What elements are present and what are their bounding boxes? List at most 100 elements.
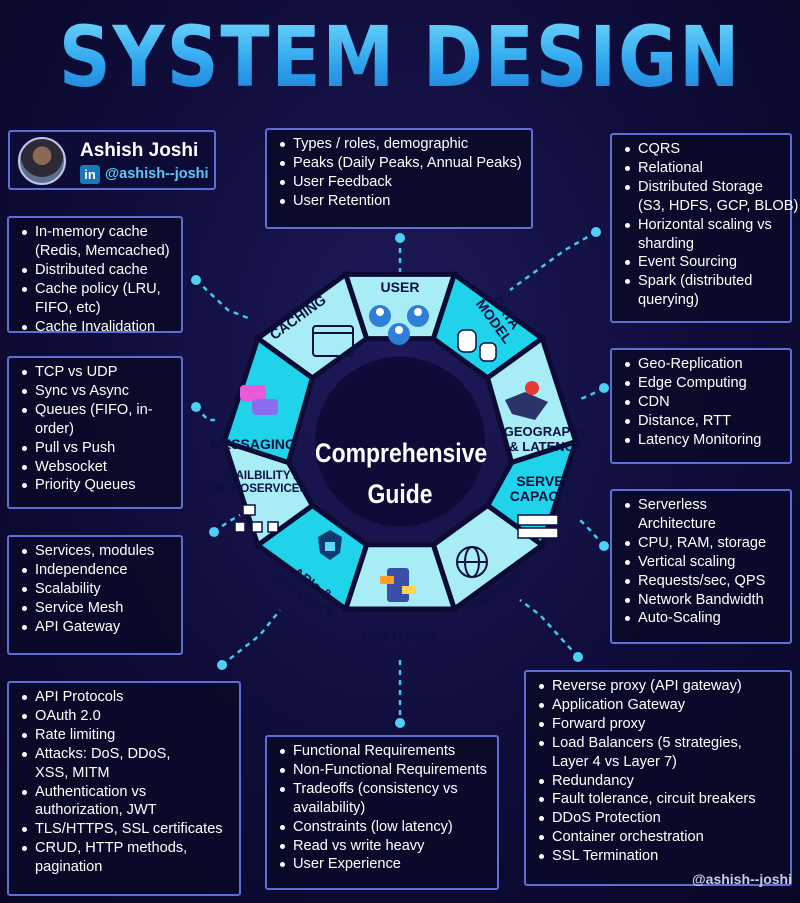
cache-browser-icon [312,325,354,357]
list-item: User Experience [280,855,487,874]
author-handle[interactable]: @ashish--joshi [105,166,209,182]
list-item: Distributed cache [22,261,171,280]
watermark: @ashish--joshi [692,871,792,887]
center-title-line: Guide [367,479,433,509]
segment-caching [253,270,370,381]
list-item: Cache policy (LRU, [22,280,171,299]
list-item: Layer 4 vs Layer 7) [552,753,677,770]
list-item: Non-Functional Requirements [280,761,487,778]
list-item: TCP vs UDP [22,363,171,382]
list-item: pagination [35,859,103,876]
linkedin-icon: in [80,165,100,184]
list-item: Types / roles, demographic [280,135,521,154]
list-item: CPU, RAM, storage [625,534,780,553]
list-item: Attacks: DoS, DDoS, [22,745,229,764]
list-item: CQRS [625,140,780,159]
segment-label-geography: GEOGRAPHY & LATENCY [496,424,596,454]
caching-list: In-memory cache (Redis, Memcached) Distrib… [19,223,171,336]
wheel-center [315,356,485,527]
segment-label-line: MICROSERVICES [210,483,308,495]
list-item: Redundancy [539,772,780,791]
globe-icon [456,546,488,578]
list-item: Authentication vs [22,783,229,802]
chat-bubbles-icon [240,385,278,415]
list-item: Forward proxy [539,715,780,734]
list-item: Network Bandwidth [625,591,780,610]
list-item: Independence [22,561,171,580]
list-item: (S3, HDFS, GCP, BLOB) [638,197,799,214]
segment-label-line: SERVER [516,473,574,489]
shield-lock-icon [318,530,342,560]
list-item: TLS/HTTPS, SSL certificates [22,820,229,839]
apis-security-box: API Protocols OAuth 2.0 Rate limiting Attac… [7,681,241,896]
list-item: User Retention [280,192,521,211]
list-item: Auto-Scaling [625,609,780,628]
list-item: Fault tolerance, circuit breakers [539,790,780,809]
server-capacity-box: Serverless Architecture CPU, RAM, storage V… [610,489,792,644]
list-item: Rate limiting [22,726,229,745]
list-item: querying) [638,292,699,309]
segment-label-line: & LATENCY [509,439,583,454]
list-item: OAuth 2.0 [22,707,229,726]
list-item: Edge Computing [625,374,780,393]
messaging-box: TCP vs UDP Sync vs Async Queues (FIFO, in-… [7,356,183,509]
data-model-box: CQRS Relational Distributed Storage (S3, HD… [610,133,799,323]
phone-features-icon [380,568,416,602]
list-item: API Gateway [22,618,171,637]
proxies-list: Reverse proxy (API gateway) Application G… [536,677,780,866]
apis-security-list: API Protocols OAuth 2.0 Rate limiting Attac… [19,688,229,877]
list-item: Queues (FIFO, in- [22,401,171,420]
proxies-box: Reverse proxy (API gateway) Application G… [524,670,792,886]
segment-label-availability: AVAILBILITY / MICROSERVICES [204,470,314,496]
author-card[interactable]: Ashish Joshi in @ashish--joshi [8,130,216,190]
features-list: Functional Requirements Non-Functional Re… [277,742,487,874]
caching-box: In-memory cache (Redis, Memcached) Distrib… [7,216,183,336]
user-box: Types / roles, demographic Peaks (Daily P… [265,128,533,229]
list-item: Constraints (low latency) [280,818,487,837]
list-item: Scalability [22,580,171,599]
list-item: Read vs write heavy [280,837,487,856]
list-item: SSL Termination [539,847,780,866]
segment-label-messaging: MESSAGING [210,436,296,452]
microservices-icon [234,504,279,533]
list-item: API Protocols [22,688,229,707]
list-item: Geo-Replication [625,355,780,374]
list-item: Event Sourcing [625,253,780,272]
list-item: Functional Requirements [280,742,487,761]
users-icon [369,305,429,345]
database-icon [457,329,497,362]
list-item: Load Balancers (5 strategies, [539,734,780,753]
list-item: Reverse proxy (API gateway) [539,677,780,696]
server-capacity-list: Serverless Architecture CPU, RAM, storage V… [622,496,780,628]
list-item: Websocket [22,458,171,477]
list-item: CDN [625,393,780,412]
list-item: Priority Queues [22,476,171,495]
list-item: Relational [625,159,780,178]
list-item: Vertical scaling [625,553,780,572]
list-item: Distributed Storage [625,178,780,197]
list-item: Architecture [638,515,716,532]
list-item: XSS, MITM [35,764,110,781]
list-item: Latency Monitoring [625,431,780,450]
page-title: SYSTEM DESIGN [56,2,744,112]
list-item: Sync vs Async [22,382,171,401]
features-box: Functional Requirements Non-Functional Re… [265,735,499,890]
list-item: Service Mesh [22,599,171,618]
list-item: Tradeoffs (consistency vs [280,780,487,799]
messaging-list: TCP vs UDP Sync vs Async Queues (FIFO, in-… [19,363,171,495]
segment-label-line: CAPACITY [509,488,581,504]
list-item: availability) [293,799,366,816]
list-item: Application Gateway [539,696,780,715]
connector-lines [195,230,605,723]
segment-label-line: AVAILBILITY / [221,470,297,482]
segment-label-server-capacity: SERVER CAPACITY [500,474,590,504]
list-item: FIFO, etc) [35,299,101,316]
avatar [18,137,66,185]
segment-label-line: GEOGRAPHY [503,424,589,439]
availability-list: Services, modules Independence Scalability… [19,542,171,637]
geography-box: Geo-Replication Edge Computing CDN Distance… [610,348,792,464]
map-pin-icon [505,381,548,420]
center-title-line: Comprehensive [315,438,488,468]
list-item: (Redis, Memcached) [35,242,170,259]
